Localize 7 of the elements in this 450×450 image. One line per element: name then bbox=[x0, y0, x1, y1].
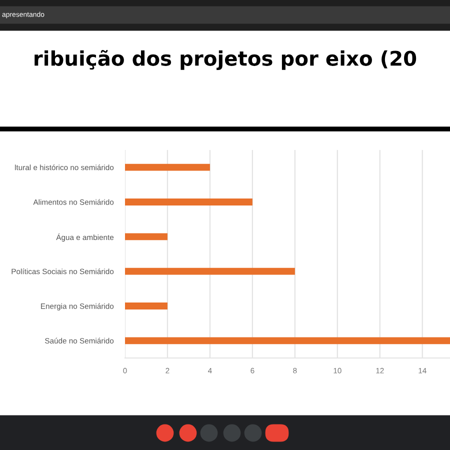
bar bbox=[125, 233, 168, 240]
bar bbox=[125, 268, 295, 275]
bar bbox=[125, 302, 168, 310]
bar bbox=[125, 164, 210, 171]
chart-title: ribuição dos projetos por eixo (20 bbox=[34, 50, 416, 70]
bar bbox=[125, 337, 450, 344]
bar bbox=[125, 198, 252, 206]
